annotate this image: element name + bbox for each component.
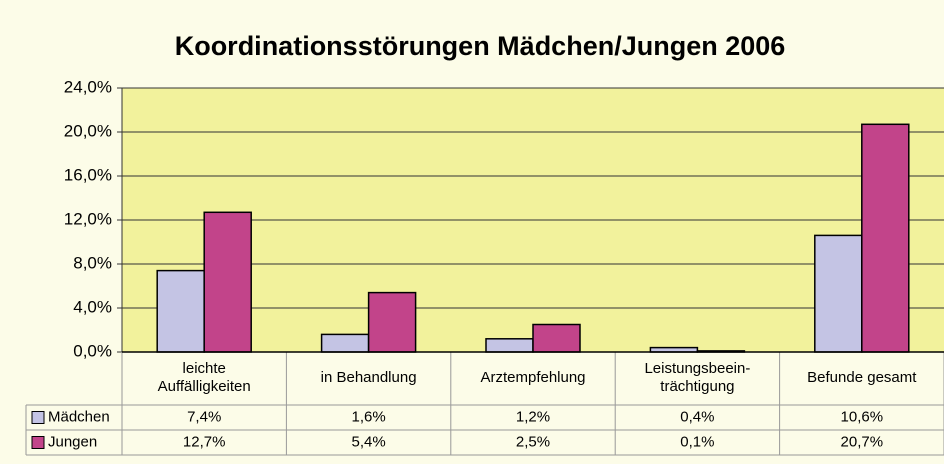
y-tick-label: 12,0%: [64, 209, 112, 228]
y-tick-label: 4,0%: [73, 297, 112, 316]
legend-label: Jungen: [48, 433, 97, 450]
data-label: 1,2%: [516, 408, 550, 425]
bar: [485, 338, 534, 353]
data-label: 10,6%: [841, 408, 884, 425]
y-tick-label: 20,0%: [64, 121, 112, 140]
bar: [156, 269, 205, 353]
bar: [814, 234, 863, 353]
data-label: 20,7%: [841, 433, 884, 450]
x-tick-label: leichte Auffälligkeiten: [158, 360, 251, 395]
bar: [367, 291, 417, 353]
x-tick-label: in Behandlung: [321, 369, 417, 386]
bar: [320, 333, 370, 353]
x-tick-label: Arztempfehlung: [480, 369, 585, 386]
y-tick-label: 0,0%: [73, 341, 112, 360]
y-tick-label: 8,0%: [73, 253, 112, 272]
data-label: 5,4%: [351, 433, 385, 450]
data-label: 7,4%: [187, 408, 221, 425]
legend-swatch: [31, 436, 45, 449]
bar: [532, 323, 581, 353]
legend-swatch: [31, 411, 45, 424]
legend-label: Mädchen: [48, 408, 110, 425]
data-label: 0,1%: [680, 433, 714, 450]
chart-title: Koordinationsstörungen Mädchen/Jungen 20…: [175, 31, 786, 61]
y-tick-label: 24,0%: [64, 77, 112, 96]
data-label: 0,4%: [680, 408, 714, 425]
x-tick-label: Befunde gesamt: [807, 369, 917, 386]
data-label: 1,6%: [351, 408, 385, 425]
data-label: 2,5%: [516, 433, 550, 450]
data-label: 12,7%: [183, 433, 226, 450]
y-tick-label: 16,0%: [64, 165, 112, 184]
bar: [861, 123, 910, 353]
bar: [203, 211, 252, 353]
x-tick-label: Leistungsbeein-trächtigung: [644, 360, 750, 395]
